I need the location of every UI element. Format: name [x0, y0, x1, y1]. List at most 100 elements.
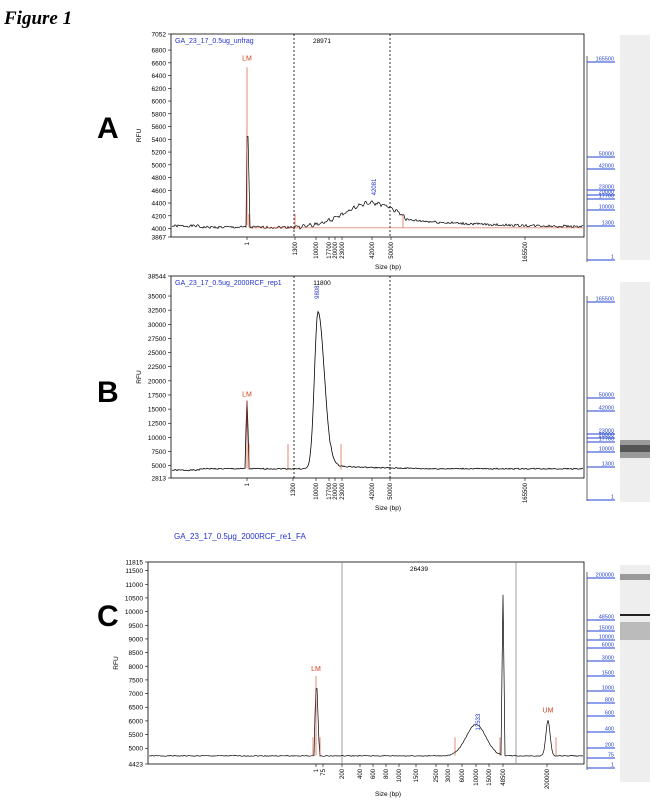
y-tick-label: 7000 [129, 691, 144, 698]
y-tick-label: 5200 [152, 150, 167, 157]
ladder-label: 1300 [602, 462, 614, 468]
gel-lane [620, 565, 650, 782]
x-tick-label: 200 [340, 768, 346, 779]
y-tick-label: 6400 [152, 73, 167, 80]
x-tick-label: 10000 [474, 768, 480, 785]
ladder-label: 10000 [599, 447, 614, 453]
x-tick-label: 1500 [414, 768, 420, 782]
x-tick-label: 3000 [446, 768, 452, 782]
y-tick-label: 4200 [152, 213, 167, 220]
y-tick-label: 6000 [129, 718, 144, 725]
y-tick-label: 5000 [129, 746, 144, 753]
x-axis-label: Size (bp) [375, 791, 401, 798]
y-tick-label: 4400 [152, 201, 167, 208]
ladder-label: 6000 [602, 643, 614, 649]
y-tick-label: 5600 [152, 124, 167, 131]
ladder-label: 20000 [599, 433, 614, 439]
x-tick-label: 50000 [389, 241, 395, 258]
y-tick-label: 6600 [152, 60, 167, 67]
y-axis-label: RFU [136, 129, 143, 143]
plot-frame [147, 561, 585, 765]
y-tick-label: 5000 [152, 463, 167, 470]
y-tick-label: 15000 [148, 407, 166, 414]
ladder-label: 165500 [596, 57, 614, 63]
y-tick-label: 5800 [152, 111, 167, 118]
y-tick-label: 22500 [148, 364, 166, 371]
y-tick-label: 11000 [125, 582, 143, 589]
plot-frame [170, 33, 585, 238]
ladder-label: 1 [611, 763, 614, 769]
panel-c-sample-title: GA_23_17_0.5μg_2000RCF_re1_FA [174, 532, 306, 541]
panel-letter-b: B [97, 376, 119, 409]
ladder-label: 165500 [596, 297, 614, 303]
y-tick-label: 5000 [152, 162, 167, 169]
x-tick-label: 20000 [333, 482, 339, 499]
x-tick-label: 20000 [333, 241, 339, 258]
x-tick-label: 1000 [397, 768, 403, 782]
x-tick-label: 75 [321, 768, 327, 775]
ladder-label: 600 [605, 711, 614, 717]
lm-label: LM [242, 392, 252, 399]
ladder-label: 3000 [602, 656, 614, 662]
x-tick-label: 50000 [388, 482, 394, 499]
y-tick-label: 6200 [152, 86, 167, 93]
x-tick-label: 800 [384, 768, 390, 779]
ladder-label: 10000 [599, 205, 614, 211]
x-tick-label: 2500 [434, 768, 440, 782]
y-tick-label: 11815 [125, 560, 143, 567]
x-tick-label: 42000 [370, 241, 376, 258]
x-tick-label: 42000 [370, 482, 376, 499]
peak-label: 9808 [315, 285, 321, 299]
region-label: 11800 [313, 280, 331, 287]
ladder-label: 42000 [599, 406, 614, 412]
trace-line-a [171, 135, 584, 230]
y-tick-label: 25000 [148, 350, 166, 357]
y-tick-label: 35000 [148, 294, 166, 301]
ladder-label: 42000 [599, 164, 614, 170]
plot-frame [170, 275, 585, 479]
gel-band-smear [620, 622, 650, 640]
x-tick-label: 1 [245, 482, 251, 486]
lm-label: LM [311, 666, 321, 673]
gel-band-upper [620, 574, 650, 580]
y-tick-label: 17500 [148, 392, 166, 399]
ladder-label: 50000 [599, 152, 614, 158]
y-tick-label: 6000 [152, 99, 167, 106]
x-tick-label: 1300 [293, 241, 299, 255]
y-tick-label: 2813 [152, 476, 167, 483]
y-tick-label: 7500 [152, 449, 167, 456]
um-label: UM [543, 708, 554, 715]
y-tick-label: 32500 [148, 308, 166, 315]
x-tick-label: 165500 [523, 482, 529, 503]
ladder-label: 400 [605, 727, 614, 733]
ladder-label: 10000 [599, 635, 614, 641]
y-tick-label: 4423 [129, 762, 144, 769]
y-tick-label: 8000 [129, 664, 144, 671]
x-tick-label: 1300 [291, 482, 297, 496]
y-tick-label: 9000 [129, 636, 144, 643]
y-tick-label: 5400 [152, 137, 167, 144]
plot-title: GA_23_17_0.5ug_2000RCF_rep1 [175, 280, 282, 287]
x-tick-label: 17700 [327, 482, 333, 499]
x-tick-label: 200000 [545, 768, 551, 789]
y-tick-label: 8500 [129, 650, 144, 657]
ladder-label: 23000 [599, 429, 614, 435]
chart-panel-a: GA_23_17_0.5ug_unfrag 3867 4000 4200 4400 460… [136, 32, 650, 271]
x-tick-label: 1 [314, 768, 320, 772]
ladder-label: 1300 [602, 221, 614, 227]
panel-letter-a: A [97, 112, 119, 145]
figure-title: Figure 1 [4, 8, 73, 29]
y-tick-label: 38544 [148, 274, 166, 281]
x-tick-label: 10000 [314, 482, 320, 499]
plot-title: GA_23_17_0.5ug_unfrag [175, 38, 254, 45]
y-axis-label: RFU [113, 656, 120, 670]
ladder-label: 1 [611, 255, 614, 261]
y-tick-label: 6800 [152, 48, 167, 55]
region-label: 28971 [313, 38, 331, 45]
y-tick-label: 11500 [125, 568, 143, 575]
ladder-label: 1000 [602, 686, 614, 692]
x-tick-label: 23000 [340, 482, 346, 499]
gel-lane [620, 282, 650, 502]
y-tick-label: 6500 [129, 705, 144, 712]
ladder-label: 75 [608, 753, 614, 759]
